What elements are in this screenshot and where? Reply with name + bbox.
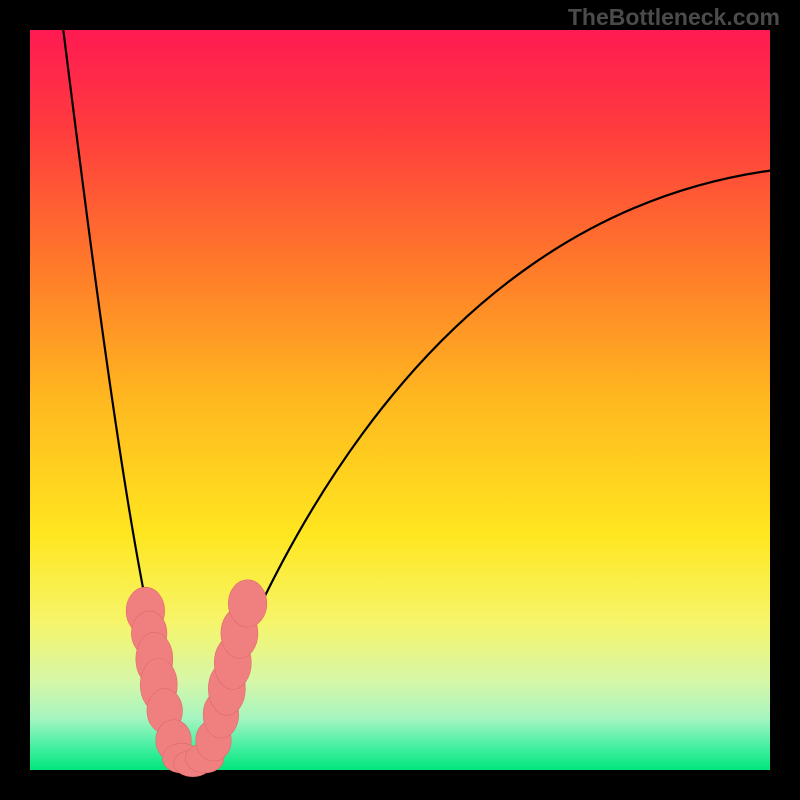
chart-frame: TheBottleneck.com [0,0,800,800]
curve-marker [228,580,266,627]
chart-svg [0,0,800,800]
watermark-text: TheBottleneck.com [568,4,780,31]
